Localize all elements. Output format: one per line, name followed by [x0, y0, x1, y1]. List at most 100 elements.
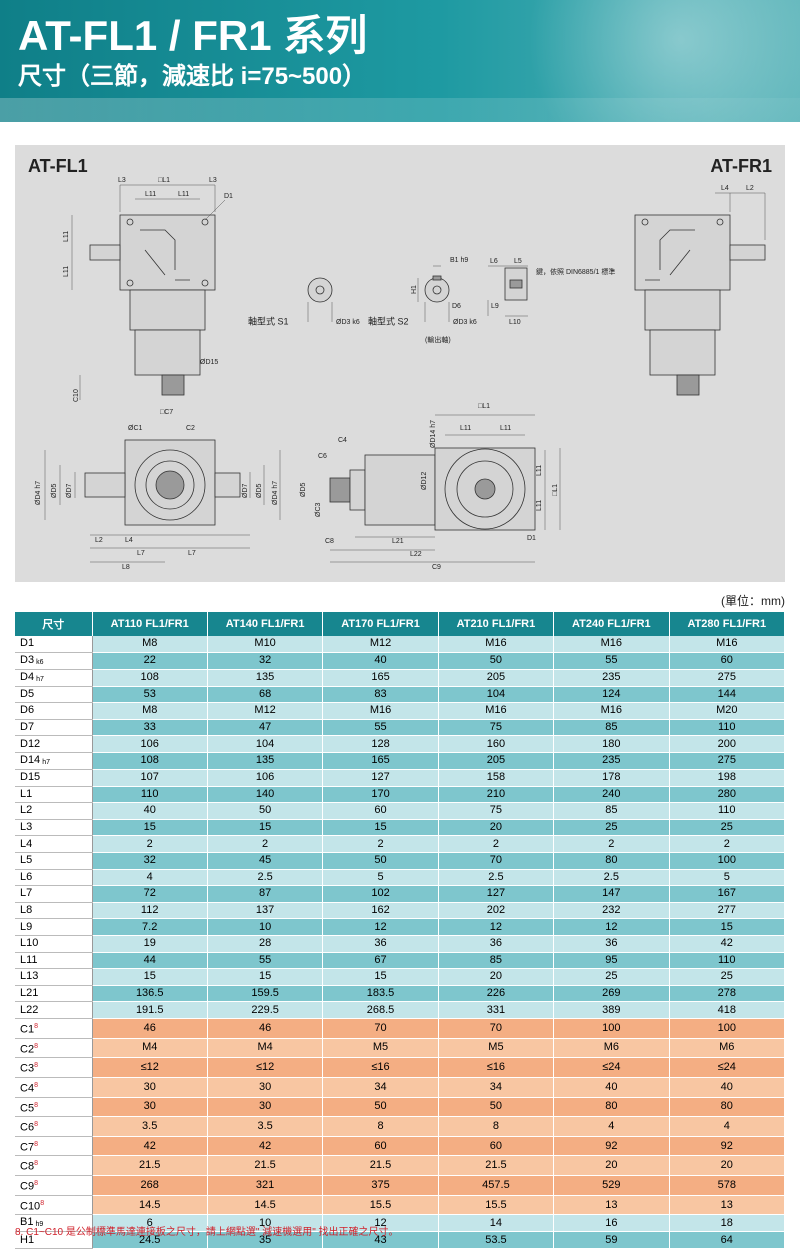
dimension-label: □C7 — [160, 409, 173, 416]
dimension-label: ØC1 — [128, 425, 143, 432]
dimension-label: L7 — [188, 550, 196, 557]
cell: 40 — [322, 652, 439, 670]
dimension-label: L8 — [122, 564, 130, 571]
row-label: C28 — [15, 1038, 93, 1059]
dimension-label: ØD3 k6 — [453, 319, 477, 326]
dimension-label: D6 — [452, 303, 461, 310]
cell: 137 — [207, 902, 324, 920]
row-label: D7 — [15, 719, 93, 737]
cell: M8 — [92, 636, 208, 653]
cell: 15 — [92, 968, 208, 986]
cell: 205 — [438, 752, 555, 770]
row-label: D6 — [15, 702, 93, 720]
cell: 100 — [669, 1018, 786, 1039]
cell: 80 — [669, 1097, 786, 1118]
dimension-label: L5 — [514, 258, 522, 265]
table-row: L11 44 55 67 85 95 110 — [15, 952, 786, 970]
dimension-name: L21 — [20, 986, 39, 999]
column-header: AT240 FL1/FR1 — [553, 612, 670, 636]
table-row: D4 h7 108 135 165 205 235 275 — [15, 669, 786, 687]
cell: 8 — [438, 1116, 555, 1137]
cell: 3.5 — [92, 1116, 208, 1137]
cell: 13 — [553, 1195, 670, 1216]
cell: 60 — [438, 1136, 555, 1157]
cell: 202 — [438, 902, 555, 920]
row-label: D5 — [15, 686, 93, 704]
dimension-label: C9 — [432, 564, 441, 571]
cell: 6 — [92, 1214, 208, 1233]
cell: 30 — [207, 1077, 324, 1098]
cell: 50 — [207, 802, 324, 820]
dimension-label: L11 — [536, 500, 543, 511]
cell: M10 — [207, 636, 324, 653]
cell: 15 — [92, 819, 208, 837]
cell: 2.5 — [438, 869, 555, 887]
cell: 46 — [92, 1018, 208, 1039]
cell: 20 — [438, 819, 555, 837]
table-row: C78 42 42 60 60 92 92 — [15, 1136, 786, 1157]
row-label: D1 — [15, 636, 93, 653]
table-row: L3 15 15 15 20 25 25 — [15, 819, 786, 837]
dimension-name: C10 — [20, 1200, 41, 1213]
column-header: 尺寸 — [15, 612, 93, 636]
cell: 100 — [669, 852, 786, 870]
footnote-ref: 8 — [34, 1101, 38, 1109]
cell: 277 — [669, 902, 786, 920]
technical-drawing: AT-FL1 AT-FR1 L3 □L1 L3 L11 L11 D1 L11 L… — [15, 145, 785, 582]
table-row: C28 M4 M4 M5 M5 M6 M6 — [15, 1038, 786, 1059]
dimension-label: L4 — [125, 537, 133, 544]
column-header: AT110 FL1/FR1 — [92, 612, 208, 636]
cell: 47 — [207, 719, 324, 737]
cell: 200 — [669, 735, 786, 753]
cell: 12 — [322, 1214, 439, 1233]
dimension-label: ØD14 h7 — [430, 420, 437, 448]
table-row: L2 40 50 60 75 85 110 — [15, 802, 786, 820]
cell: 15.5 — [438, 1195, 555, 1216]
dimension-name: L2 — [20, 804, 33, 817]
dimension-name: C4 — [20, 1082, 35, 1095]
row-label: B1 h9 — [15, 1214, 93, 1233]
table-row: L5 32 45 50 70 80 100 — [15, 852, 786, 870]
row-label: L11 — [15, 952, 93, 970]
cell: 104 — [207, 735, 324, 753]
cell: 124 — [553, 686, 670, 704]
cell: M16 — [322, 702, 439, 720]
dimension-label: ØD15 — [200, 359, 218, 366]
cell: M4 — [207, 1038, 324, 1059]
dimension-name: D4 — [20, 670, 35, 683]
cell: 53.5 — [438, 1231, 555, 1249]
cell: 92 — [669, 1136, 786, 1157]
cell: 136.5 — [92, 985, 208, 1003]
dimension-name: C2 — [20, 1043, 35, 1056]
cell: 60 — [322, 1136, 439, 1157]
header: AT-FL1 / FR1 系列 尺寸（三節，減速比 i=75~500） — [0, 0, 800, 122]
cell: 85 — [438, 952, 555, 970]
dimension-name: C5 — [20, 1102, 35, 1115]
cell: 30 — [207, 1097, 324, 1118]
dimension-label: C6 — [318, 453, 327, 460]
cell: ≤24 — [553, 1057, 670, 1078]
row-label: L22 — [15, 1001, 93, 1019]
dimension-name: C1 — [20, 1023, 35, 1036]
table-row: C68 3.5 3.5 8 8 4 4 — [15, 1116, 786, 1137]
dimension-label: L11 — [536, 465, 543, 476]
cell: 30 — [92, 1097, 208, 1118]
dimension-label: L11 — [145, 191, 156, 198]
dimension-label: ØD5 — [300, 483, 307, 498]
table-body: D1 M8 M10 M12 M16 M16 M16 D3 k6 22 32 40 50 55 60 D4 h7 1… — [15, 636, 786, 1249]
cell: 46 — [207, 1018, 324, 1039]
cell: 25 — [669, 968, 786, 986]
table-row: L13 15 15 15 20 25 25 — [15, 968, 786, 986]
dimension-label: L11 — [500, 425, 511, 432]
cell: 180 — [553, 735, 670, 753]
cell: 15 — [207, 968, 324, 986]
dimension-name: L8 — [20, 904, 33, 917]
cell: 10 — [207, 918, 324, 936]
table-row: D3 k6 22 32 40 50 55 60 — [15, 652, 786, 670]
column-header: AT170 FL1/FR1 — [322, 612, 439, 636]
cell: 2 — [669, 835, 786, 853]
dimension-name: D14 — [20, 753, 41, 766]
cell: ≤16 — [322, 1057, 439, 1078]
dimension-name: L10 — [20, 937, 39, 950]
cell: 30 — [92, 1077, 208, 1098]
